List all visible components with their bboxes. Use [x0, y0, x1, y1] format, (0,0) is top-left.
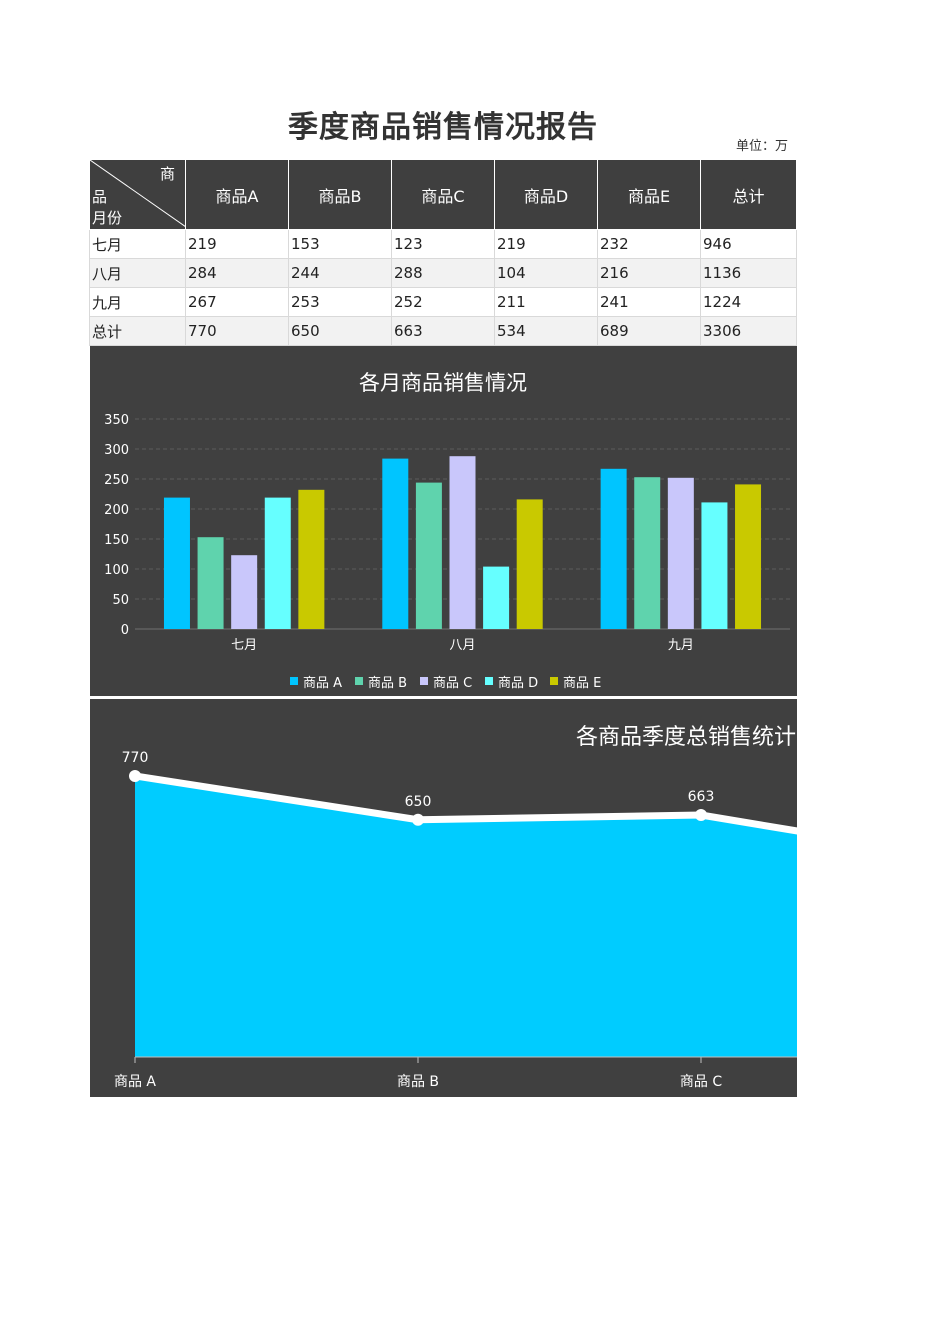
x-tick-label: 商品 C	[680, 1074, 722, 1090]
bar	[600, 468, 627, 629]
table-cell: 534	[494, 316, 598, 346]
header-product-c: 商品C	[391, 159, 495, 230]
report-title: 季度商品销售情况报告	[288, 110, 598, 145]
corner-label-bottom: 月份	[92, 209, 123, 227]
table-cell: 650	[288, 316, 392, 346]
header-product-b: 商品B	[288, 159, 392, 230]
legend-swatch	[485, 677, 493, 685]
data-label: 663	[688, 789, 715, 805]
table-cell: 946	[700, 229, 797, 259]
legend-swatch	[290, 677, 298, 685]
y-tick-label: 200	[104, 503, 129, 518]
table-cell: 104	[494, 258, 598, 288]
legend-swatch	[355, 677, 363, 685]
bar	[735, 484, 762, 629]
legend-label: 商品 D	[498, 676, 538, 691]
y-tick-label: 150	[104, 533, 129, 548]
bar	[701, 502, 728, 629]
table-cell: 219	[185, 229, 289, 259]
y-tick-label: 350	[104, 413, 129, 428]
row-label: 八月	[89, 258, 186, 288]
table-cell: 284	[185, 258, 289, 288]
bar	[264, 497, 291, 629]
legend-swatch	[420, 677, 428, 685]
bar	[298, 489, 325, 629]
table-corner-header: 商 品 月份	[89, 159, 186, 230]
header-total: 总计	[700, 159, 797, 230]
table-cell: 252	[391, 287, 495, 317]
bar	[483, 566, 510, 629]
area-fill	[135, 775, 797, 1057]
bar	[231, 555, 258, 629]
table-cell: 219	[494, 229, 598, 259]
table-cell: 267	[185, 287, 289, 317]
x-tick-label: 九月	[668, 638, 694, 653]
x-tick-label: 八月	[449, 638, 475, 653]
table-cell: 232	[597, 229, 701, 259]
corner-label-top: 商	[159, 165, 175, 183]
monthly-bar-chart: 各月商品销售情况 0 50 100 150 200 250 300 350 七月 八月 九月商品 A 商…	[90, 346, 797, 696]
bar	[667, 477, 694, 629]
bar	[415, 482, 442, 629]
table-row: 九月 267 253 252 211 241 1224	[89, 287, 797, 317]
legend-label: 商品 C	[433, 676, 472, 691]
table-cell: 244	[288, 258, 392, 288]
row-label: 总计	[89, 316, 186, 346]
table-cell: 153	[288, 229, 392, 259]
table-header-row: 商 品 月份 商品A 商品B 商品C 商品D 商品E 总计	[89, 159, 797, 230]
table-cell: 689	[597, 316, 701, 346]
chart-title: 各商品季度总销售统计	[576, 725, 796, 750]
bar	[516, 499, 543, 629]
table-row: 七月 219 153 123 219 232 946	[89, 229, 797, 259]
table-cell: 216	[597, 258, 701, 288]
sales-table: 商 品 月份 商品A 商品B 商品C 商品D 商品E 总计 七月 219 153…	[89, 159, 797, 346]
y-tick-label: 250	[104, 473, 129, 488]
table-cell: 253	[288, 287, 392, 317]
bar	[634, 477, 661, 629]
unit-label: 单位：万	[736, 139, 789, 154]
table-row: 八月 284 244 288 104 216 1136	[89, 258, 797, 288]
table-cell: 1224	[700, 287, 797, 317]
legend-label: 商品 E	[563, 676, 601, 691]
table-cell: 241	[597, 287, 701, 317]
table-cell: 770	[185, 316, 289, 346]
header-product-d: 商品D	[494, 159, 598, 230]
data-point	[129, 769, 141, 782]
corner-diagonal-line	[90, 160, 186, 227]
y-tick-label: 0	[121, 623, 129, 638]
data-point	[695, 809, 707, 822]
x-tick-label: 商品 A	[114, 1074, 156, 1090]
legend-swatch	[550, 677, 558, 685]
chart-title: 各月商品销售情况	[359, 371, 527, 395]
legend-label: 商品 A	[303, 676, 342, 691]
table-row: 总计 770 650 663 534 689 3306	[89, 316, 797, 346]
bar	[382, 458, 409, 629]
y-tick-label: 50	[112, 593, 129, 608]
y-tick-label: 300	[104, 443, 129, 458]
table-cell: 123	[391, 229, 495, 259]
table-cell: 211	[494, 287, 598, 317]
bar	[197, 537, 224, 629]
data-label: 770	[122, 750, 149, 766]
table-cell: 663	[391, 316, 495, 346]
row-label: 七月	[89, 229, 186, 259]
bar	[449, 456, 476, 629]
table-cell: 1136	[700, 258, 797, 288]
x-tick-label: 七月	[231, 638, 257, 653]
data-point	[412, 813, 424, 826]
header-product-a: 商品A	[185, 159, 289, 230]
corner-label-mid: 品	[92, 188, 108, 206]
row-label: 九月	[89, 287, 186, 317]
x-tick-label: 商品 B	[397, 1074, 439, 1090]
bar	[163, 497, 190, 629]
y-tick-label: 100	[104, 563, 129, 578]
header-product-e: 商品E	[597, 159, 701, 230]
data-label: 650	[405, 794, 432, 810]
table-cell: 3306	[700, 316, 797, 346]
legend-label: 商品 B	[368, 676, 407, 691]
table-cell: 288	[391, 258, 495, 288]
